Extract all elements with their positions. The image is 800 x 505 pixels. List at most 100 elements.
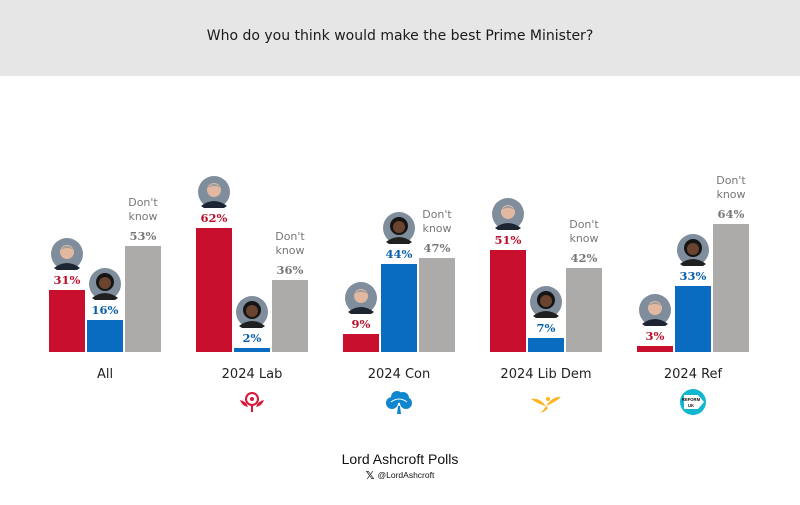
portrait-suit (495, 223, 521, 230)
rose-centre (250, 397, 254, 401)
bird-wing-left (531, 398, 546, 406)
bar-value-label: 53% (130, 229, 157, 243)
bar (490, 250, 526, 352)
dont-know-label: know (128, 210, 157, 223)
portrait-suit (533, 311, 559, 318)
dont-know-label: Don't (275, 230, 305, 243)
starmer-portrait-icon (639, 294, 671, 326)
badenoch-portrait-icon (677, 234, 709, 266)
portrait-suit (54, 263, 80, 270)
labour-rose-icon (240, 392, 264, 412)
bar (49, 290, 85, 352)
bar-value-label: 44% (386, 247, 413, 261)
portrait-face (687, 243, 699, 255)
portrait-suit (680, 259, 706, 266)
tree-highlight (390, 398, 408, 403)
bar (87, 320, 123, 352)
portrait-hair (354, 290, 368, 294)
portrait-face (540, 295, 552, 307)
portrait-suit (201, 201, 227, 208)
dont-know-label: know (275, 244, 304, 257)
portrait-suit (92, 293, 118, 300)
rose-leaf-right (256, 400, 264, 407)
bar (528, 338, 564, 352)
dont-know-label: know (716, 188, 745, 201)
dont-know-label: know (422, 222, 451, 235)
x-logo-icon: 𝕏 (365, 469, 375, 482)
bar-value-label: 2% (243, 331, 262, 345)
dont-know-label: Don't (422, 208, 452, 221)
starmer-portrait-icon (51, 238, 83, 270)
category-label: 2024 Con (368, 367, 431, 382)
badenoch-portrait-icon (236, 296, 268, 328)
portrait-suit (348, 307, 374, 314)
category-label: 2024 Lab (222, 367, 283, 382)
bar (419, 258, 455, 352)
bar (566, 268, 602, 352)
bar-value-label: 33% (680, 269, 707, 283)
dont-know-label: Don't (569, 218, 599, 231)
bar-value-label: 42% (571, 251, 598, 265)
bar (343, 334, 379, 352)
conservative-tree-icon (386, 391, 412, 414)
badenoch-portrait-icon (530, 286, 562, 318)
bar-value-label: 7% (537, 321, 556, 335)
bar-value-label: 64% (718, 207, 745, 221)
source-label: Lord Ashcroft Polls (341, 451, 459, 467)
bar (196, 228, 232, 352)
libdem-bird-icon (531, 396, 561, 413)
badenoch-portrait-icon (383, 212, 415, 244)
bar-value-label: 9% (352, 317, 371, 331)
bird-head (546, 397, 550, 401)
category-label: All (97, 367, 113, 382)
dont-know-label: know (569, 232, 598, 245)
portrait-suit (239, 321, 265, 328)
twitter-handle: 𝕏 @LordAshcroft (0, 469, 800, 482)
bar (234, 348, 270, 352)
header-band (0, 0, 800, 76)
portrait-hair (60, 246, 74, 250)
starmer-portrait-icon (345, 282, 377, 314)
starmer-portrait-icon (198, 176, 230, 208)
bar-value-label: 47% (424, 241, 451, 255)
bar (272, 280, 308, 352)
chart-title: Who do you think would make the best Pri… (206, 28, 594, 44)
reform-arrow (698, 395, 704, 409)
category-label: 2024 Lib Dem (500, 367, 591, 382)
handle-text: @LordAshcroft (377, 470, 435, 480)
bar (125, 246, 161, 352)
reform-logo-text: REFORM (682, 397, 701, 402)
bar-value-label: 3% (646, 329, 665, 343)
portrait-face (246, 305, 258, 317)
tree-trunk (397, 406, 401, 414)
portrait-face (99, 277, 111, 289)
bar-value-label: 51% (495, 233, 522, 247)
portrait-suit (642, 319, 668, 326)
portrait-hair (207, 184, 221, 188)
portrait-suit (386, 237, 412, 244)
category-label: 2024 Ref (664, 367, 723, 382)
bar-chart: 31%16%53%Don'tknowAll62%2%36%Don'tknow20… (49, 174, 749, 415)
dont-know-label: Don't (128, 196, 158, 209)
bar (637, 346, 673, 352)
bar-value-label: 31% (54, 273, 81, 287)
bar (675, 286, 711, 352)
reform-panel (684, 395, 698, 409)
reform-logo-text: UK (688, 403, 694, 408)
bird-wing-right (546, 396, 561, 406)
bar-value-label: 16% (92, 303, 119, 317)
bar-value-label: 62% (201, 211, 228, 225)
bird-tail (540, 406, 548, 413)
portrait-face (393, 221, 405, 233)
tree-canopy (397, 392, 409, 404)
bar (381, 264, 417, 352)
dont-know-label: Don't (716, 174, 746, 187)
badenoch-portrait-icon (89, 268, 121, 300)
portrait-hair (648, 302, 662, 306)
portrait-hair (501, 206, 515, 210)
rose-leaf-left (240, 400, 248, 407)
bar-value-label: 36% (277, 263, 304, 277)
starmer-portrait-icon (492, 198, 524, 230)
bar (713, 224, 749, 352)
